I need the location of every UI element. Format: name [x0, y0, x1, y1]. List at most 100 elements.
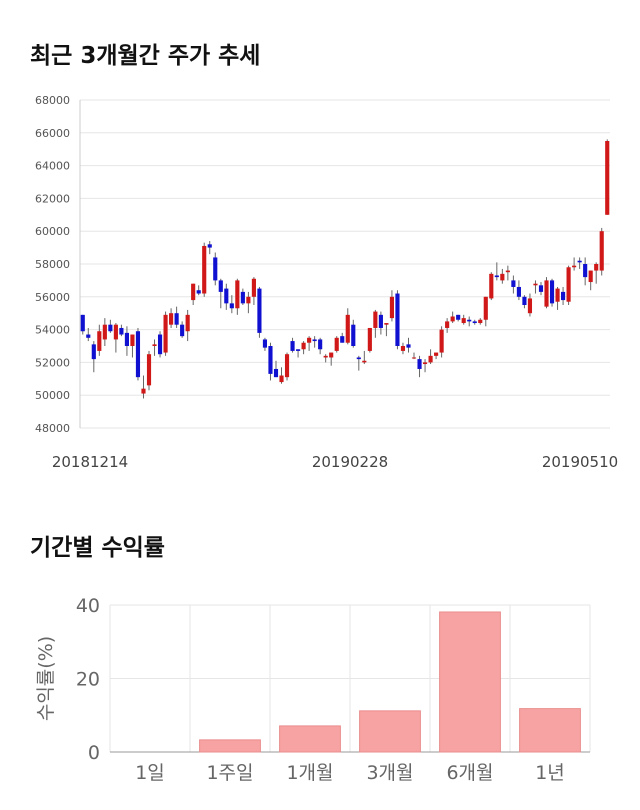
candle-body	[296, 349, 301, 351]
candle-body	[400, 346, 406, 351]
y-tick-label: 20	[76, 669, 100, 691]
x-tick-label: 1개월	[286, 762, 333, 784]
candle-body	[207, 244, 212, 248]
candle-body	[378, 314, 383, 328]
y-tick-label: 56000	[35, 291, 70, 304]
candle-body	[97, 331, 102, 351]
candle-body	[367, 327, 372, 351]
candle-body	[456, 314, 461, 320]
y-tick-label: 52000	[35, 356, 70, 369]
x-tick-label: 1년	[535, 762, 565, 784]
returns-title: 기간별 수익률	[30, 535, 165, 561]
candle-body	[439, 329, 444, 353]
x-tick-label: 6개월	[446, 762, 493, 784]
candle-body	[174, 313, 179, 325]
candle-body	[224, 288, 229, 304]
candle-body	[505, 270, 510, 273]
candle-body	[345, 314, 350, 343]
candle-body	[445, 321, 450, 328]
candle-body	[135, 331, 141, 378]
candle-body	[489, 273, 494, 299]
candle-body	[362, 360, 367, 363]
candle-body	[384, 323, 389, 325]
candlestick-chart: 48000 50000 52000 54000 56000 58000 60000 62000…	[35, 94, 618, 471]
y-tick-label: 50000	[35, 389, 70, 402]
candle-body	[538, 285, 544, 292]
candle-body	[191, 283, 196, 301]
candle-body	[290, 341, 295, 351]
y-tick-label: 66000	[35, 127, 70, 140]
candle-body	[461, 318, 466, 324]
candle-body	[549, 280, 555, 304]
candle-body	[389, 296, 394, 319]
candle-body	[268, 346, 273, 374]
candle-body	[113, 324, 118, 340]
y-tick-label: 64000	[35, 160, 70, 173]
candle-body	[434, 352, 439, 356]
x-tick-label: 20181214	[52, 453, 128, 471]
candle-body	[533, 283, 538, 286]
candle-body	[323, 355, 328, 358]
candle-body	[235, 280, 240, 309]
candle-body	[467, 319, 472, 322]
candle-body	[395, 293, 400, 346]
candle-body	[472, 321, 477, 324]
candle-body	[284, 354, 290, 378]
candle-body	[180, 324, 185, 337]
candle-body	[157, 334, 163, 355]
candle-body	[411, 357, 417, 359]
candle-body	[605, 141, 610, 215]
candle-body	[450, 316, 455, 322]
candle-body	[428, 355, 433, 363]
y-tick-label: 0	[88, 742, 100, 764]
candle-body	[307, 337, 312, 343]
candle-body	[329, 352, 334, 358]
candle-body	[86, 334, 91, 338]
candle-body	[522, 296, 527, 305]
candle-body	[141, 388, 146, 394]
candle-body	[478, 319, 483, 324]
x-tick-label: 3개월	[366, 762, 413, 784]
candle-body	[561, 291, 566, 301]
y-tick-label: 54000	[35, 324, 70, 337]
return-bar	[359, 710, 421, 753]
candle-body	[240, 291, 245, 304]
candle-body	[483, 296, 488, 320]
return-bar	[439, 611, 501, 753]
candle-body	[417, 359, 422, 369]
y-tick-label: 48000	[35, 422, 70, 435]
candle-body	[356, 357, 361, 360]
candle-body	[340, 336, 345, 343]
x-tick-label: 20190228	[312, 453, 388, 471]
x-tick-label: 1주일	[206, 762, 253, 784]
y-tick-label: 60000	[35, 225, 70, 238]
candle-body	[152, 344, 157, 346]
candle-body	[185, 314, 190, 332]
candle-body	[500, 273, 505, 281]
candle-body	[229, 303, 234, 309]
x-tick-label: 20190510	[542, 453, 618, 471]
return-bar	[279, 725, 341, 753]
candle-body	[251, 278, 256, 297]
candle-body	[273, 368, 279, 378]
candle-body	[213, 257, 218, 281]
candle-body	[301, 342, 306, 350]
candle-body	[511, 280, 516, 287]
y-tick-label: 62000	[35, 192, 70, 205]
y-axis-label: 수익률(%)	[35, 636, 57, 721]
candle-body	[527, 298, 533, 314]
return-bar	[199, 739, 261, 753]
candle-body	[544, 280, 549, 307]
candle-body	[583, 264, 588, 278]
candle-body	[119, 327, 124, 335]
x-tick-label: 1일	[135, 762, 165, 784]
candle-body	[572, 265, 577, 268]
candle-body	[257, 288, 262, 333]
candle-body	[566, 267, 571, 302]
candle-body	[202, 245, 207, 294]
candle-body	[555, 288, 560, 302]
price-trend-title: 최근 3개월간 주가 추세	[30, 43, 261, 69]
candle-body	[279, 375, 284, 383]
return-bar	[519, 708, 581, 753]
candle-body	[108, 324, 113, 332]
